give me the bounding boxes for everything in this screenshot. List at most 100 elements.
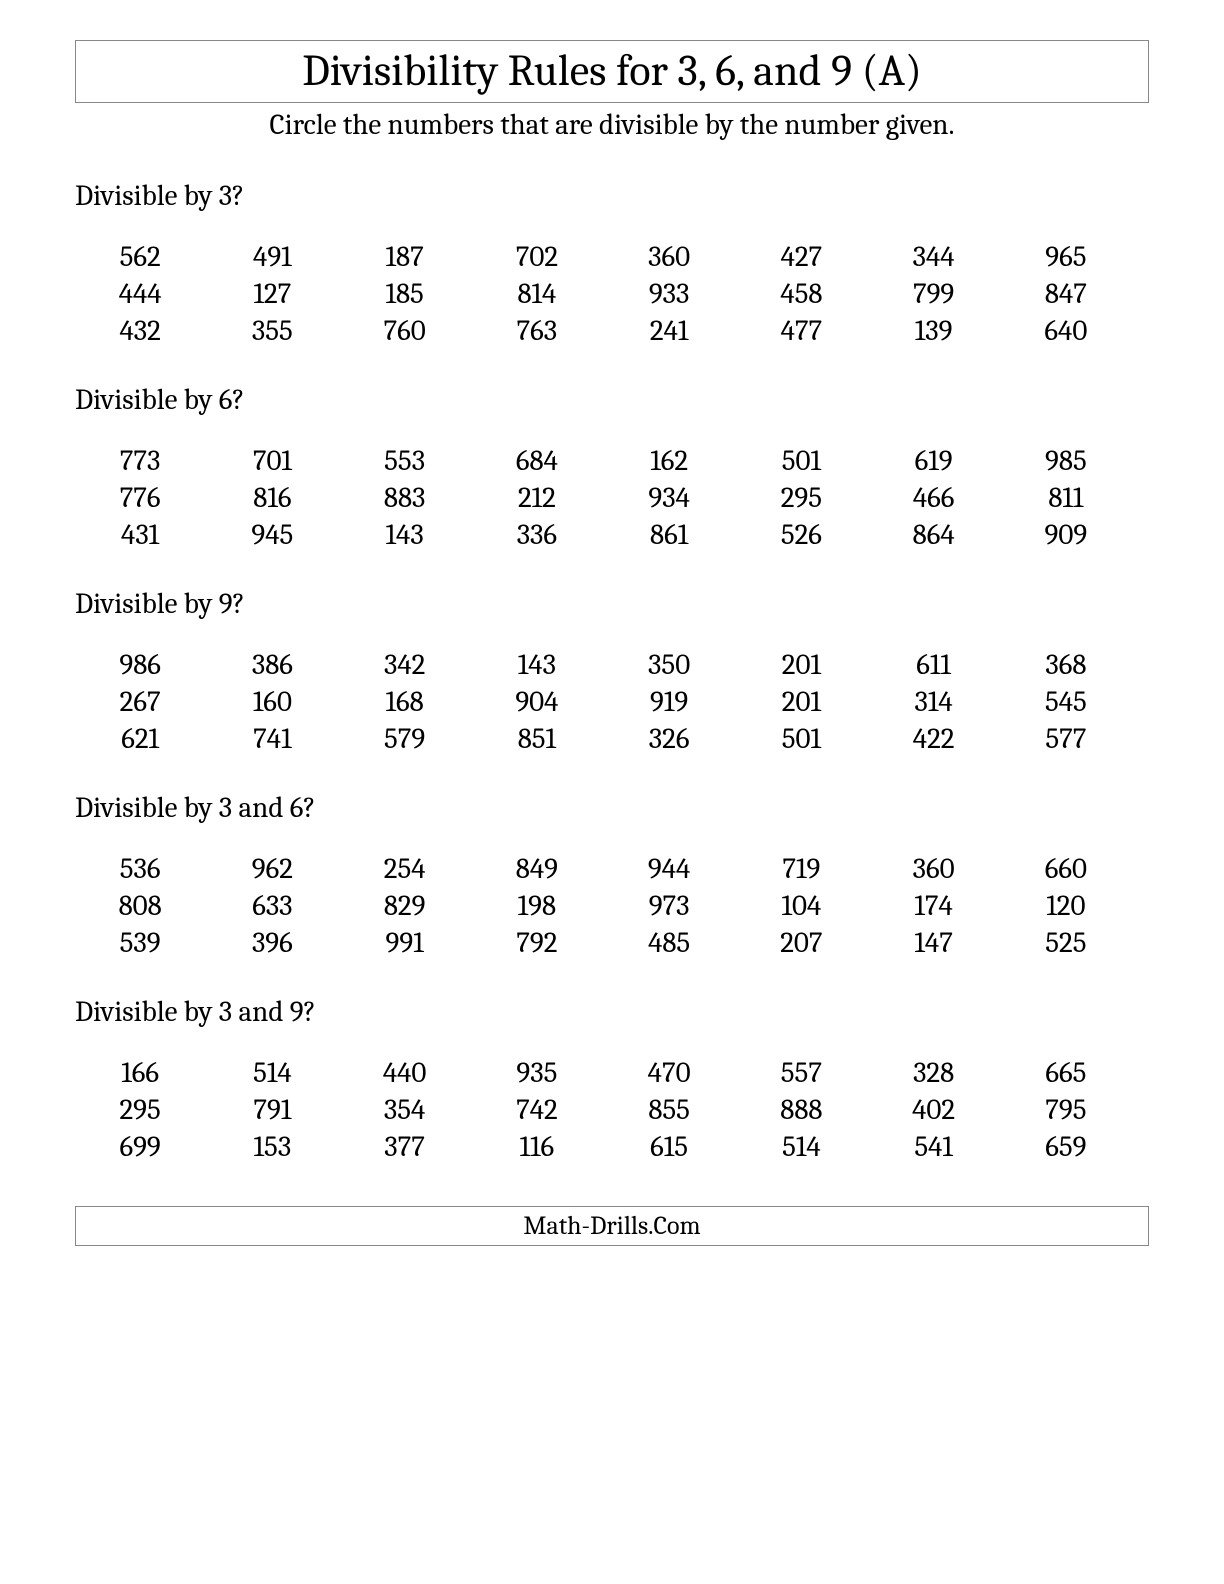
- number-cell: 254: [356, 853, 488, 886]
- number-cell: 864: [885, 519, 1017, 552]
- number-cell: 965: [1017, 241, 1149, 274]
- number-cell: 162: [620, 445, 752, 478]
- number-cell: 855: [620, 1094, 752, 1127]
- number-cell: 314: [885, 686, 1017, 719]
- number-cell: 174: [885, 890, 1017, 923]
- number-cell: 799: [885, 278, 1017, 311]
- number-cell: 501: [752, 723, 884, 756]
- number-cell: 143: [356, 519, 488, 552]
- number-cell: 514: [223, 1057, 355, 1090]
- number-cell: 562: [91, 241, 223, 274]
- number-cell: 684: [488, 445, 620, 478]
- number-cell: 342: [356, 649, 488, 682]
- number-cell: 295: [91, 1094, 223, 1127]
- number-cell: 991: [356, 927, 488, 960]
- number-cell: 699: [91, 1131, 223, 1164]
- number-cell: 344: [885, 241, 1017, 274]
- subtitle: Circle the numbers that are divisible by…: [75, 109, 1149, 142]
- number-cell: 986: [91, 649, 223, 682]
- number-cell: 402: [885, 1094, 1017, 1127]
- number-cell: 355: [223, 315, 355, 348]
- number-cell: 808: [91, 890, 223, 923]
- number-cell: 536: [91, 853, 223, 886]
- number-cell: 116: [488, 1131, 620, 1164]
- number-cell: 962: [223, 853, 355, 886]
- number-cell: 577: [1017, 723, 1149, 756]
- number-cell: 360: [885, 853, 1017, 886]
- title-box: Divisibility Rules for 3, 6, and 9 (A): [75, 40, 1149, 103]
- number-cell: 539: [91, 927, 223, 960]
- number-cell: 814: [488, 278, 620, 311]
- number-cell: 541: [885, 1131, 1017, 1164]
- number-cell: 396: [223, 927, 355, 960]
- number-cell: 719: [752, 853, 884, 886]
- number-grid: 9863863421433502016113682671601689049192…: [75, 649, 1149, 756]
- number-cell: 701: [223, 445, 355, 478]
- number-cell: 579: [356, 723, 488, 756]
- number-cell: 201: [752, 686, 884, 719]
- number-cell: 847: [1017, 278, 1149, 311]
- number-cell: 619: [885, 445, 1017, 478]
- number-cell: 816: [223, 482, 355, 515]
- number-grid: 1665144409354705573286652957913547428558…: [75, 1057, 1149, 1164]
- number-cell: 166: [91, 1057, 223, 1090]
- number-cell: 973: [620, 890, 752, 923]
- number-cell: 241: [620, 315, 752, 348]
- number-cell: 336: [488, 519, 620, 552]
- footer-box: Math-Drills.Com: [75, 1206, 1149, 1246]
- number-cell: 143: [488, 649, 620, 682]
- number-cell: 545: [1017, 686, 1149, 719]
- number-cell: 432: [91, 315, 223, 348]
- number-cell: 741: [223, 723, 355, 756]
- section-label: Divisible by 3 and 9?: [75, 996, 1149, 1029]
- number-cell: 147: [885, 927, 1017, 960]
- number-cell: 919: [620, 686, 752, 719]
- section-label: Divisible by 3 and 6?: [75, 792, 1149, 825]
- number-cell: 795: [1017, 1094, 1149, 1127]
- number-cell: 386: [223, 649, 355, 682]
- number-cell: 888: [752, 1094, 884, 1127]
- number-cell: 212: [488, 482, 620, 515]
- number-cell: 611: [885, 649, 1017, 682]
- number-cell: 127: [223, 278, 355, 311]
- footer-text: Math-Drills.Com: [523, 1211, 700, 1241]
- number-cell: 525: [1017, 927, 1149, 960]
- number-cell: 557: [752, 1057, 884, 1090]
- number-cell: 477: [752, 315, 884, 348]
- number-cell: 776: [91, 482, 223, 515]
- number-cell: 904: [488, 686, 620, 719]
- number-cell: 851: [488, 723, 620, 756]
- number-cell: 422: [885, 723, 1017, 756]
- number-cell: 168: [356, 686, 488, 719]
- number-cell: 985: [1017, 445, 1149, 478]
- number-cell: 934: [620, 482, 752, 515]
- number-cell: 829: [356, 890, 488, 923]
- number-cell: 849: [488, 853, 620, 886]
- number-cell: 883: [356, 482, 488, 515]
- number-cell: 207: [752, 927, 884, 960]
- number-cell: 360: [620, 241, 752, 274]
- number-cell: 633: [223, 890, 355, 923]
- number-cell: 328: [885, 1057, 1017, 1090]
- number-cell: 120: [1017, 890, 1149, 923]
- page-title: Divisibility Rules for 3, 6, and 9 (A): [76, 45, 1148, 96]
- number-cell: 945: [223, 519, 355, 552]
- number-cell: 427: [752, 241, 884, 274]
- number-cell: 933: [620, 278, 752, 311]
- number-cell: 295: [752, 482, 884, 515]
- number-cell: 139: [885, 315, 1017, 348]
- number-cell: 792: [488, 927, 620, 960]
- number-cell: 350: [620, 649, 752, 682]
- number-cell: 742: [488, 1094, 620, 1127]
- number-cell: 440: [356, 1057, 488, 1090]
- number-cell: 640: [1017, 315, 1149, 348]
- number-grid: 7737015536841625016199857768168832129342…: [75, 445, 1149, 552]
- number-cell: 660: [1017, 853, 1149, 886]
- number-grid: 5624911877023604273449654441271858149334…: [75, 241, 1149, 348]
- number-cell: 621: [91, 723, 223, 756]
- number-cell: 615: [620, 1131, 752, 1164]
- number-cell: 944: [620, 853, 752, 886]
- number-cell: 526: [752, 519, 884, 552]
- number-cell: 470: [620, 1057, 752, 1090]
- number-grid: 5369622548499447193606608086338291989731…: [75, 853, 1149, 960]
